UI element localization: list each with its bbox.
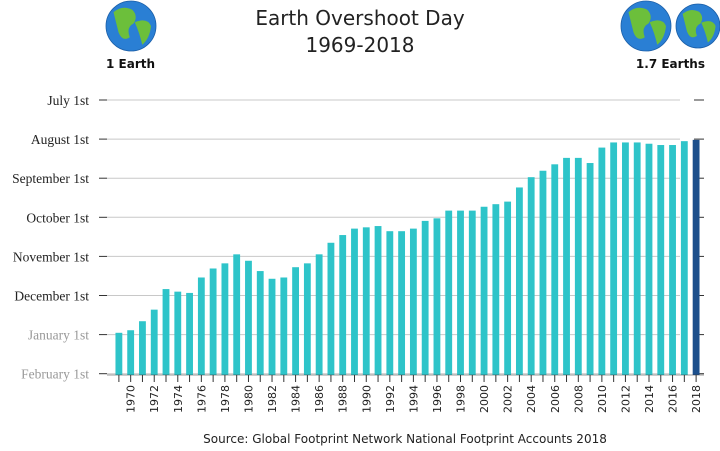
bar-2009 [586, 163, 594, 375]
y-tick-label: December 1st [14, 289, 89, 304]
bar-1997 [445, 210, 453, 375]
bar-1972 [150, 309, 158, 375]
bar-1977 [209, 268, 217, 375]
x-tick-label: 1978 [219, 385, 232, 413]
bar-2008 [574, 157, 582, 375]
x-tick-label: 2004 [525, 385, 538, 413]
bar-1975 [186, 292, 193, 375]
bar-2007 [563, 157, 570, 375]
bar-1983 [280, 277, 288, 375]
bar-1969 [115, 332, 123, 375]
bar-1999 [468, 210, 476, 375]
x-tick-label: 1990 [360, 385, 373, 413]
one-earth-label: 1 Earth [106, 57, 155, 71]
bar-1995 [421, 220, 429, 375]
bar-2017 [680, 141, 688, 375]
y-tick-label: November 1st [13, 249, 89, 264]
x-tick-label: 1998 [455, 385, 468, 413]
bar-1991 [374, 226, 382, 375]
y-tick-label: October 1st [26, 210, 89, 225]
globe-icon [675, 3, 720, 49]
bar-1979 [233, 254, 241, 375]
y-tick-label: February 1st [21, 367, 89, 382]
bar-1992 [386, 231, 394, 375]
bar-2005 [539, 170, 547, 375]
bar-1987 [327, 242, 335, 375]
x-tick-label: 1984 [290, 385, 303, 413]
globe-icons [105, 0, 720, 52]
bar-1982 [268, 278, 276, 375]
bars [115, 139, 700, 375]
x-tick-label: 1974 [172, 385, 185, 413]
bar-2011 [610, 142, 618, 375]
bar-1996 [433, 218, 441, 375]
x-tick-label: 1986 [313, 385, 326, 413]
x-tick-label: 2016 [667, 385, 680, 413]
chart-title-line1: Earth Overshoot Day [255, 6, 465, 30]
bar-2000 [480, 206, 488, 375]
bar-1986 [315, 254, 323, 375]
x-tick-label: 1992 [384, 385, 397, 413]
x-axis-ticks: 1970 1972 1974 1976 1978 1980 1982 1984 1986 1988… [107, 374, 704, 413]
x-tick-label: 1970 [125, 385, 138, 413]
x-tick-label: 2006 [549, 385, 562, 413]
bar-1988 [339, 235, 347, 375]
bar-1985 [303, 263, 311, 375]
globe-icon [620, 0, 672, 52]
y-tick-label: September 1st [12, 171, 89, 186]
bar-1978 [221, 263, 229, 375]
bar-1984 [292, 267, 299, 375]
x-tick-label: 2010 [596, 385, 609, 413]
y-axis-ticks: July 1st August 1st September 1st October 1… [12, 93, 704, 382]
bar-1981 [256, 271, 264, 375]
x-tick-label: 2000 [478, 385, 491, 413]
x-tick-label: 2014 [643, 385, 656, 413]
bar-2006 [551, 164, 559, 375]
bar-1993 [398, 231, 406, 375]
earths-needed-label: 1.7 Earths [636, 57, 705, 71]
x-tick-label: 2008 [572, 385, 585, 413]
bar-1973 [162, 289, 170, 375]
bar-2018 [692, 139, 700, 375]
bar-2010 [598, 147, 606, 375]
x-tick-label: 2012 [619, 385, 632, 413]
x-tick-label: 1988 [337, 385, 350, 413]
bar-1970 [127, 330, 135, 375]
bar-2003 [515, 187, 523, 375]
bar-1976 [197, 277, 205, 375]
bar-1994 [409, 228, 417, 375]
x-tick-label: 2018 [690, 385, 703, 413]
bar-2014 [645, 143, 653, 375]
bar-2016 [669, 145, 676, 375]
bar-2002 [504, 201, 512, 375]
x-tick-label: 1980 [243, 385, 256, 413]
x-tick-label: 1982 [266, 385, 279, 413]
y-tick-label: August 1st [31, 132, 89, 147]
bar-1989 [351, 228, 358, 375]
x-tick-label: 1996 [431, 385, 444, 413]
bar-1974 [174, 291, 182, 375]
bar-1998 [457, 210, 464, 375]
chart-title-line2: 1969-2018 [305, 33, 414, 57]
x-tick-label: 1972 [148, 385, 161, 413]
x-tick-label: 2002 [502, 385, 515, 413]
y-tick-label: July 1st [47, 93, 89, 108]
bar-2004 [527, 177, 535, 375]
bar-2015 [657, 145, 665, 375]
bar-2013 [633, 142, 641, 375]
bar-1980 [245, 260, 252, 375]
bar-2001 [492, 204, 500, 375]
bar-1990 [362, 227, 370, 375]
globe-icon [105, 0, 157, 52]
bar-1971 [139, 321, 146, 375]
y-tick-label: January 1st [28, 328, 89, 343]
x-tick-label: 1994 [407, 385, 420, 413]
source-note: Source: Global Footprint Network Nationa… [203, 432, 607, 446]
bar-2012 [622, 142, 629, 375]
x-tick-label: 1976 [195, 385, 208, 413]
